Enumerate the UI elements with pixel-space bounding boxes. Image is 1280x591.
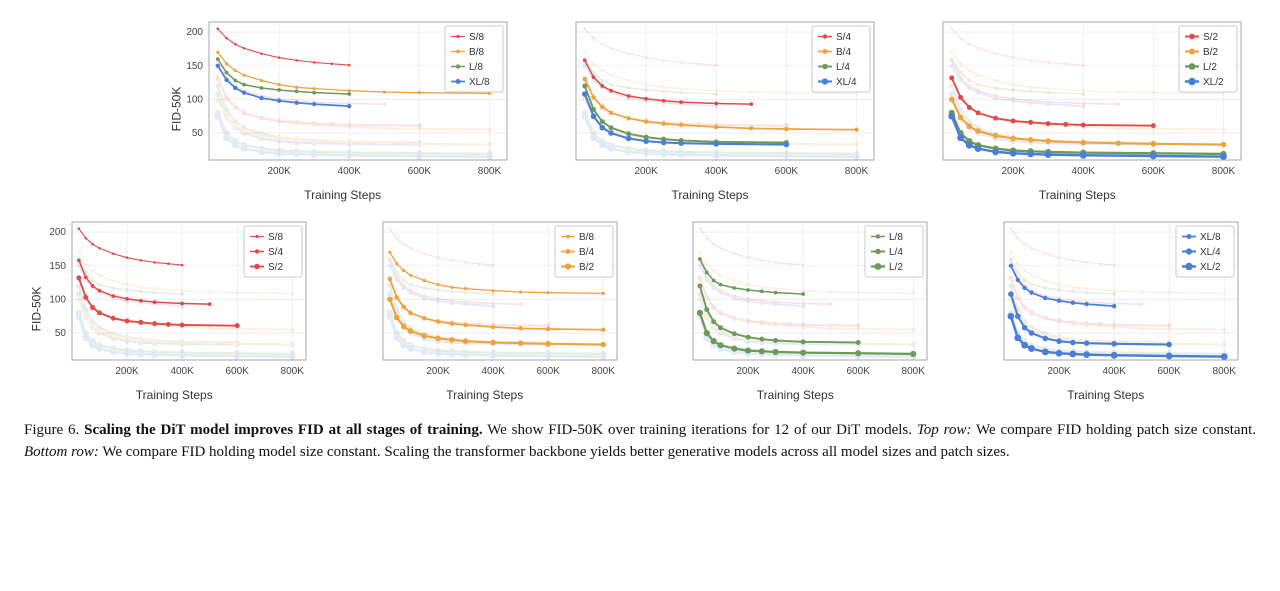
svg-text:XL/2: XL/2 (1203, 77, 1224, 88)
svg-text:200K: 200K (267, 166, 291, 177)
figure-number: Figure 6. (24, 422, 79, 438)
caption-text-2: We compare FID holding patch size consta… (976, 422, 1256, 438)
svg-text:XL/4: XL/4 (836, 77, 857, 88)
svg-text:800K: 800K (845, 166, 869, 177)
svg-text:B/8: B/8 (579, 232, 594, 243)
figure-6: FID-50K 200K 400K 600K 800K 50 100 150 200 S/8 B/… (24, 16, 1256, 464)
svg-text:B/4: B/4 (836, 47, 851, 58)
svg-text:S/4: S/4 (836, 32, 851, 43)
svg-text:800K: 800K (1212, 366, 1236, 377)
svg-text:400K: 400K (481, 366, 505, 377)
panel-top-1: 200K 400K 600K 800K S/4 B/4 L/4 XL/4 Training S… (531, 16, 888, 202)
svg-text:800K: 800K (477, 166, 501, 177)
caption-toprow-label: Top row: (917, 422, 972, 438)
chart-svg: 200K 400K 600K 800K 50 100 150 200 S/8 S/4 S/2 (36, 216, 312, 386)
svg-text:50: 50 (192, 128, 204, 139)
x-axis-label: Training Steps (757, 388, 834, 402)
svg-text:XL/8: XL/8 (1200, 232, 1221, 243)
svg-text:XL/4: XL/4 (1200, 247, 1221, 258)
y-axis-label: FID-50K (169, 87, 183, 132)
svg-text:L/2: L/2 (889, 262, 903, 273)
svg-text:S/4: S/4 (268, 247, 283, 258)
svg-text:150: 150 (186, 61, 203, 72)
svg-text:200: 200 (186, 27, 203, 38)
chart-svg: 200K 400K 600K 800K S/4 B/4 L/4 XL/4 (540, 16, 880, 186)
svg-text:400K: 400K (1072, 166, 1096, 177)
x-axis-label: Training Steps (136, 388, 213, 402)
svg-text:800K: 800K (281, 366, 305, 377)
svg-text:600K: 600K (407, 166, 431, 177)
chart-svg: 200K 400K 600K 800K XL/8 XL/4 XL/2 (968, 216, 1244, 386)
svg-text:400K: 400K (337, 166, 361, 177)
caption-title: Scaling the DiT model improves FID at al… (84, 422, 482, 438)
caption-text-3: We compare FID holding model size consta… (102, 444, 1009, 460)
svg-text:200: 200 (50, 227, 67, 238)
svg-text:200K: 200K (634, 166, 658, 177)
svg-text:200K: 200K (116, 366, 140, 377)
svg-text:XL/8: XL/8 (469, 77, 490, 88)
svg-text:B/2: B/2 (1203, 47, 1218, 58)
figure-caption: Figure 6. Scaling the DiT model improves… (24, 420, 1256, 464)
caption-text-1: We show FID-50K over training iterations… (487, 422, 917, 438)
svg-text:150: 150 (50, 261, 67, 272)
svg-text:600K: 600K (226, 366, 250, 377)
svg-text:L/4: L/4 (836, 62, 850, 73)
chart-svg: 200K 400K 600K 800K 50 100 150 200 S/8 B/8 L/8 XL/8 (173, 16, 513, 186)
svg-text:800K: 800K (1212, 166, 1236, 177)
svg-text:400K: 400K (705, 166, 729, 177)
svg-text:L/8: L/8 (469, 62, 483, 73)
svg-text:B/8: B/8 (469, 47, 484, 58)
svg-text:600K: 600K (1142, 166, 1166, 177)
svg-text:200K: 200K (426, 366, 450, 377)
svg-text:200K: 200K (1002, 166, 1026, 177)
svg-text:600K: 600K (536, 366, 560, 377)
svg-text:600K: 600K (1157, 366, 1181, 377)
svg-text:400K: 400K (1102, 366, 1126, 377)
svg-text:400K: 400K (792, 366, 816, 377)
top-row: FID-50K 200K 400K 600K 800K 50 100 150 200 S/8 B/… (24, 16, 1256, 202)
svg-text:S/2: S/2 (1203, 32, 1218, 43)
y-axis-label: FID-50K (29, 287, 43, 332)
svg-text:400K: 400K (171, 366, 195, 377)
svg-text:S/2: S/2 (268, 262, 283, 273)
x-axis-label: Training Steps (1067, 388, 1144, 402)
x-axis-label: Training Steps (672, 188, 749, 202)
panel-bot-0: FID-50K 200K 400K 600K 800K 50 100 150 200 S/8 S/… (24, 216, 325, 402)
chart-rows: FID-50K 200K 400K 600K 800K 50 100 150 200 S/8 B/… (24, 16, 1256, 402)
panel-bot-3: 200K 400K 600K 800K XL/8 XL/4 XL/2 Training St… (956, 216, 1257, 402)
bottom-row: FID-50K 200K 400K 600K 800K 50 100 150 200 S/8 S/… (24, 216, 1256, 402)
caption-botrow-label: Bottom row: (24, 444, 99, 460)
svg-text:50: 50 (55, 328, 67, 339)
x-axis-label: Training Steps (304, 188, 381, 202)
svg-text:800K: 800K (902, 366, 926, 377)
panel-bot-2: 200K 400K 600K 800K L/8 L/4 L/2 Training Steps (645, 216, 946, 402)
svg-text:S/8: S/8 (268, 232, 283, 243)
svg-text:200K: 200K (1047, 366, 1071, 377)
svg-text:L/8: L/8 (889, 232, 903, 243)
svg-text:L/2: L/2 (1203, 62, 1217, 73)
svg-text:100: 100 (186, 94, 203, 105)
svg-text:B/2: B/2 (579, 262, 594, 273)
panel-bot-1: 200K 400K 600K 800K B/8 B/4 B/2 Training Steps (335, 216, 636, 402)
chart-svg: 200K 400K 600K 800K S/2 B/2 L/2 XL/2 (907, 16, 1247, 186)
svg-text:600K: 600K (775, 166, 799, 177)
svg-text:600K: 600K (847, 366, 871, 377)
panel-top-0: FID-50K 200K 400K 600K 800K 50 100 150 200 S/8 B/… (164, 16, 521, 202)
x-axis-label: Training Steps (1039, 188, 1116, 202)
svg-text:100: 100 (50, 294, 67, 305)
svg-text:XL/2: XL/2 (1200, 262, 1221, 273)
panel-top-2: 200K 400K 600K 800K S/2 B/2 L/2 XL/2 Training S… (899, 16, 1256, 202)
svg-text:800K: 800K (591, 366, 615, 377)
chart-svg: 200K 400K 600K 800K B/8 B/4 B/2 (347, 216, 623, 386)
svg-text:B/4: B/4 (579, 247, 594, 258)
svg-text:200K: 200K (737, 366, 761, 377)
svg-text:S/8: S/8 (469, 32, 484, 43)
svg-text:L/4: L/4 (889, 247, 903, 258)
x-axis-label: Training Steps (446, 388, 523, 402)
chart-svg: 200K 400K 600K 800K L/8 L/4 L/2 (657, 216, 933, 386)
